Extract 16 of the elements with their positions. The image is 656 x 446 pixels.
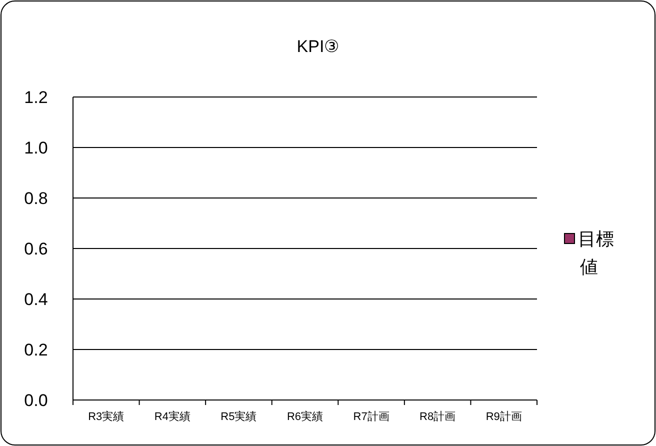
legend-label: 目標値 — [578, 229, 614, 277]
x-tick-label: R5実績 — [220, 410, 257, 423]
x-tick-label: R8計画 — [420, 410, 456, 423]
y-tick-label: 0.2 — [24, 340, 48, 360]
x-tick-label: R6実績 — [286, 410, 324, 423]
y-tick-label: 1.2 — [24, 88, 48, 107]
x-tick-label: R7計画 — [353, 410, 390, 423]
x-tick-label: R9計画 — [486, 410, 522, 423]
x-tick-label: R4実績 — [154, 410, 190, 423]
y-tick-label: 1.0 — [24, 138, 48, 158]
y-tick-label: 0.0 — [24, 391, 48, 410]
x-tick-label: R3実績 — [88, 410, 124, 423]
y-tick-label: 0.6 — [24, 240, 48, 258]
y-tick-label: 0.8 — [24, 189, 48, 208]
chart-title: KPI③ — [296, 37, 340, 56]
y-tick-label: 0.4 — [24, 290, 48, 309]
